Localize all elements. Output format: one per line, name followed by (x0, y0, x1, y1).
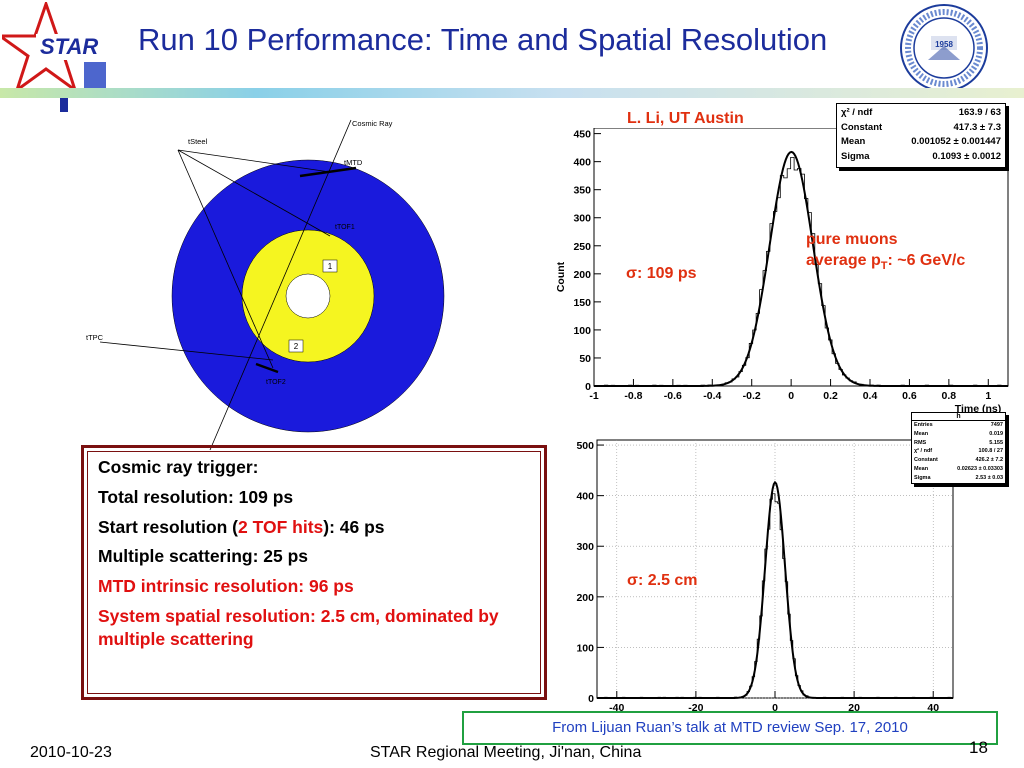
header-divider-tab (60, 98, 68, 112)
summary-line-trigger: Cosmic ray trigger: (98, 457, 259, 477)
x-tick-label: 0.4 (863, 390, 878, 402)
stat-row: Entries 7497 (914, 422, 1003, 428)
label-ttpc: tTPC (86, 333, 104, 342)
label-ttof2: tTOF2 (266, 379, 286, 386)
summary-box: Cosmic ray trigger: Total resolution: 10… (81, 445, 547, 700)
stat-row: Mean 0.02623 ± 0.03303 (914, 465, 1003, 472)
stat-label: Sigma (841, 151, 870, 163)
x-tick-label: -0.2 (743, 390, 761, 402)
sigma-time-annotation: σ: 109 ps (626, 265, 697, 282)
y-tick-label: 300 (576, 541, 594, 553)
y-tick-label: 0 (588, 693, 594, 705)
y-tick-label: 450 (573, 129, 591, 141)
label-tmtd: tMTD (344, 158, 363, 167)
x-tick-label: 0.8 (942, 390, 957, 402)
muons-annotation: pure muons average pT: ~6 GeV/c (806, 230, 965, 273)
star-logo: STAR (2, 2, 116, 94)
time-fit-stats: χ² / ndf 163.9 / 63 Constant 417.3 ± 7.3 M… (836, 103, 1006, 168)
y-tick-label: 150 (573, 297, 591, 309)
label-region-2: 2 (294, 342, 299, 351)
y-tick-label: 500 (576, 440, 594, 452)
footer-meeting: STAR Regional Meeting, Ji'nan, China (370, 744, 642, 761)
sigma-spatial-annotation: σ: 2.5 cm (627, 572, 698, 589)
page-number: 18 (969, 738, 988, 757)
stat-row: Constant 417.3 ± 7.3 (837, 121, 1005, 136)
stat-row: Mean 0.019 (914, 430, 1003, 437)
x-tick-label: 0 (788, 390, 794, 402)
summary-line-scattering: Multiple scattering: 25 ps (98, 546, 309, 567)
label-ttof1: tTOF1 (335, 224, 355, 231)
page-title: Run 10 Performance: Time and Spatial Res… (138, 22, 828, 57)
stat-header: h (912, 413, 1005, 421)
summary-line-spatial: System spatial resolution: 2.5 cm, domin… (98, 605, 499, 649)
stat-label: Mean (841, 136, 866, 148)
label-region-1: 1 (328, 262, 333, 271)
stat-label: χ² / ndf (841, 107, 873, 118)
star-logo-text: STAR (40, 34, 98, 59)
footer-date: 2010-10-23 (30, 744, 112, 761)
spatial-fit-stats: h Entries 7497 Mean 0.019 RMS 5.155 χ² / nd… (911, 412, 1006, 484)
plot-credit: L. Li, UT Austin (627, 110, 744, 127)
y-axis-label: Count (555, 261, 567, 292)
source-note: From Lijuan Ruan’s talk at MTD review Se… (462, 711, 998, 745)
y-tick-label: 250 (573, 241, 591, 253)
header-accent-block (84, 62, 106, 88)
x-tick-label: 0 (772, 702, 778, 714)
gaussian-fit-curve (597, 480, 953, 699)
y-tick-label: 350 (573, 185, 591, 197)
stat-row: Sigma 2.53 ± 0.03 (914, 474, 1003, 481)
stat-value: 0.001052 ± 0.001447 (911, 136, 1001, 148)
stat-row: RMS 5.155 (914, 439, 1003, 446)
stat-row: χ² / ndf 100.8 / 27 (914, 448, 1003, 455)
core (285, 273, 331, 319)
muons-line-1: pure muons (806, 231, 898, 248)
summary-line-start: Start resolution (2 TOF hits): 46 ps (98, 516, 385, 537)
x-tick-label: 20 (848, 702, 860, 714)
stat-value: 163.9 / 63 (958, 107, 1001, 118)
stat-row: Mean 0.001052 ± 0.001447 (837, 135, 1005, 150)
stat-row: Constant 426.2 ± 7.2 (914, 457, 1003, 464)
y-tick-label: 400 (573, 157, 591, 169)
x-tick-label: -0.6 (664, 390, 682, 402)
x-tick-label: -0.8 (624, 390, 642, 402)
summary-line-mtd: MTD intrinsic resolution: 96 ps (98, 576, 354, 596)
stat-row: Sigma 0.1093 ± 0.0012 (837, 150, 1005, 165)
y-tick-label: 400 (576, 491, 594, 503)
y-tick-label: 300 (573, 213, 591, 225)
x-tick-label: -1 (589, 390, 598, 402)
university-seal: 1958 (900, 4, 988, 92)
y-tick-label: 200 (573, 269, 591, 281)
label-tsteel: tSteel (188, 137, 208, 146)
stat-label: Constant (841, 121, 883, 133)
x-tick-label: 40 (927, 702, 939, 714)
time-resolution-histogram: -1 -0.8 -0.6 -0.4 -0.2 0 0.2 0.4 0.6 0.8 1 0 50 100 15… (555, 128, 1009, 415)
x-tick-label: 0.2 (823, 390, 838, 402)
y-tick-label: 100 (573, 325, 591, 337)
stat-value: 417.3 ± 7.3 (953, 121, 1001, 133)
summary-line-total: Total resolution: 109 ps (98, 486, 294, 507)
label-cosmic-ray: Cosmic Ray (352, 119, 393, 128)
y-tick-label: 0 (585, 381, 591, 393)
stat-value: 0.1093 ± 0.0012 (932, 151, 1001, 163)
y-tick-label: 200 (576, 592, 594, 604)
stat-row: χ² / ndf 163.9 / 63 (837, 106, 1005, 121)
x-tick-label: 0.6 (902, 390, 917, 402)
x-tick-label: 1 (985, 390, 991, 402)
y-tick-label: 50 (579, 353, 591, 365)
header-divider (0, 88, 1024, 98)
muons-line-2: average pT: ~6 GeV/c (806, 251, 966, 272)
gaussian-fit-curve (594, 150, 1008, 387)
seal-year: 1958 (935, 40, 953, 49)
x-tick-label: -0.4 (703, 390, 721, 402)
detector-diagram: Cosmic Ray tSteel tMTD tTOF1 tTPC tTOF2 … (86, 119, 445, 451)
y-tick-label: 100 (576, 642, 594, 654)
